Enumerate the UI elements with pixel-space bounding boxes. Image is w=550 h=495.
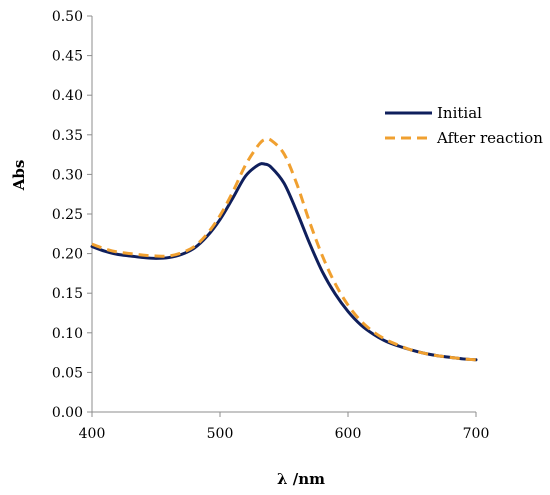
y-tick-label: 0.50: [52, 9, 83, 25]
y-tick-label: 0.25: [52, 207, 83, 223]
initial-line: [90, 162, 478, 362]
y-tick-label: 0.05: [52, 365, 83, 381]
legend-label: After reaction: [436, 129, 543, 147]
y-tick-label: 0.30: [52, 167, 83, 183]
plot-area: [90, 137, 478, 362]
y-tick-label: 0.15: [52, 286, 83, 302]
y-tick-label: 0.10: [52, 326, 83, 342]
after-reaction-line: [91, 137, 477, 362]
x-axis-title: λ /nm: [277, 470, 325, 488]
x-tick-label: 600: [335, 426, 362, 442]
y-tick-label: 0.20: [52, 247, 83, 263]
y-tick-label: 0.40: [52, 88, 83, 104]
x-tick-label: 700: [463, 426, 490, 442]
y-tick-label: 0.45: [52, 49, 83, 65]
axes: 0.00 0.05 0.10 0.15 0.20 0.25 0.30 0.35 0.40 0.45…: [52, 9, 490, 442]
y-tick-label: 0.35: [52, 128, 83, 144]
x-tick-label: 500: [207, 426, 234, 442]
legend: Initial After reaction: [385, 104, 543, 147]
y-tick-label: 0.00: [52, 405, 83, 421]
x-tick-label: 400: [79, 426, 106, 442]
legend-label: Initial: [437, 104, 482, 122]
y-axis-title: Abs: [10, 160, 28, 192]
